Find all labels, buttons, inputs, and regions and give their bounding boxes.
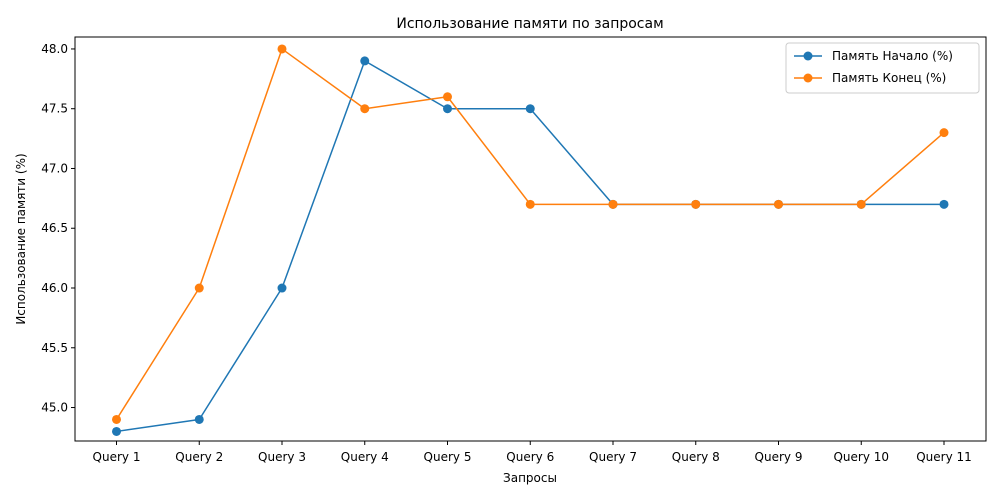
data-point [443,92,452,102]
x-axis-label: Запросы [503,471,557,485]
x-tick-label: Query 2 [175,450,223,464]
legend-swatch-marker [803,51,813,61]
data-point [939,199,949,209]
x-tick-label: Query 10 [833,450,889,464]
data-point [194,414,204,424]
data-point [774,199,783,209]
x-tick-label: Query 5 [424,450,472,464]
plot-area [74,36,987,442]
y-tick-label: 46.0 [41,281,68,295]
x-tick-label: Query 8 [672,450,720,464]
x-tick-label: Query 9 [755,450,803,464]
x-tick-label: Query 7 [589,450,637,464]
y-tick-label: 46.5 [41,221,68,235]
data-point [525,199,535,209]
series-layer [112,44,949,436]
y-tick-label: 47.5 [41,102,68,116]
data-point [360,104,370,114]
data-point [856,199,866,209]
data-point [443,104,452,114]
data-point [939,128,949,138]
data-point [112,414,121,424]
x-tick-label: Query 11 [916,450,972,464]
series-2 [112,44,949,424]
x-tick-label: Query 4 [341,450,389,464]
y-tick-label: 48.0 [41,42,68,56]
series-1 [112,56,949,436]
chart-title: Использование памяти по запросам [396,16,663,32]
y-tick-label: 45.0 [41,401,68,415]
data-point [608,199,618,209]
data-point [525,104,535,114]
data-point [691,199,701,209]
x-tick-label: Query 3 [258,450,306,464]
series-line [116,60,944,433]
legend-box [785,42,980,94]
legend-swatch-marker [803,73,813,83]
y-tick-label: 45.5 [41,341,68,355]
y-axis-label: Использование памяти (%) [14,153,28,324]
x-tick-label: Query 6 [506,450,554,464]
x-axis: Query 1 Query 2 Query 3 Query 4 Query 5 Query… [93,441,972,464]
data-point [194,283,204,293]
legend-label: Память Конец (%) [832,71,946,85]
legend-label: Память Начало (%) [832,49,953,63]
data-point [112,426,121,436]
y-tick-label: 47.0 [41,161,68,175]
y-axis: 45.0 45.5 46.0 46.5 47.0 47.5 48.0 [41,42,75,415]
data-point [277,44,287,54]
legend: Память Начало (%) Память Конец (%) [785,42,980,94]
data-point [360,56,370,66]
x-tick-label: Query 1 [93,450,141,464]
data-point [277,283,287,293]
